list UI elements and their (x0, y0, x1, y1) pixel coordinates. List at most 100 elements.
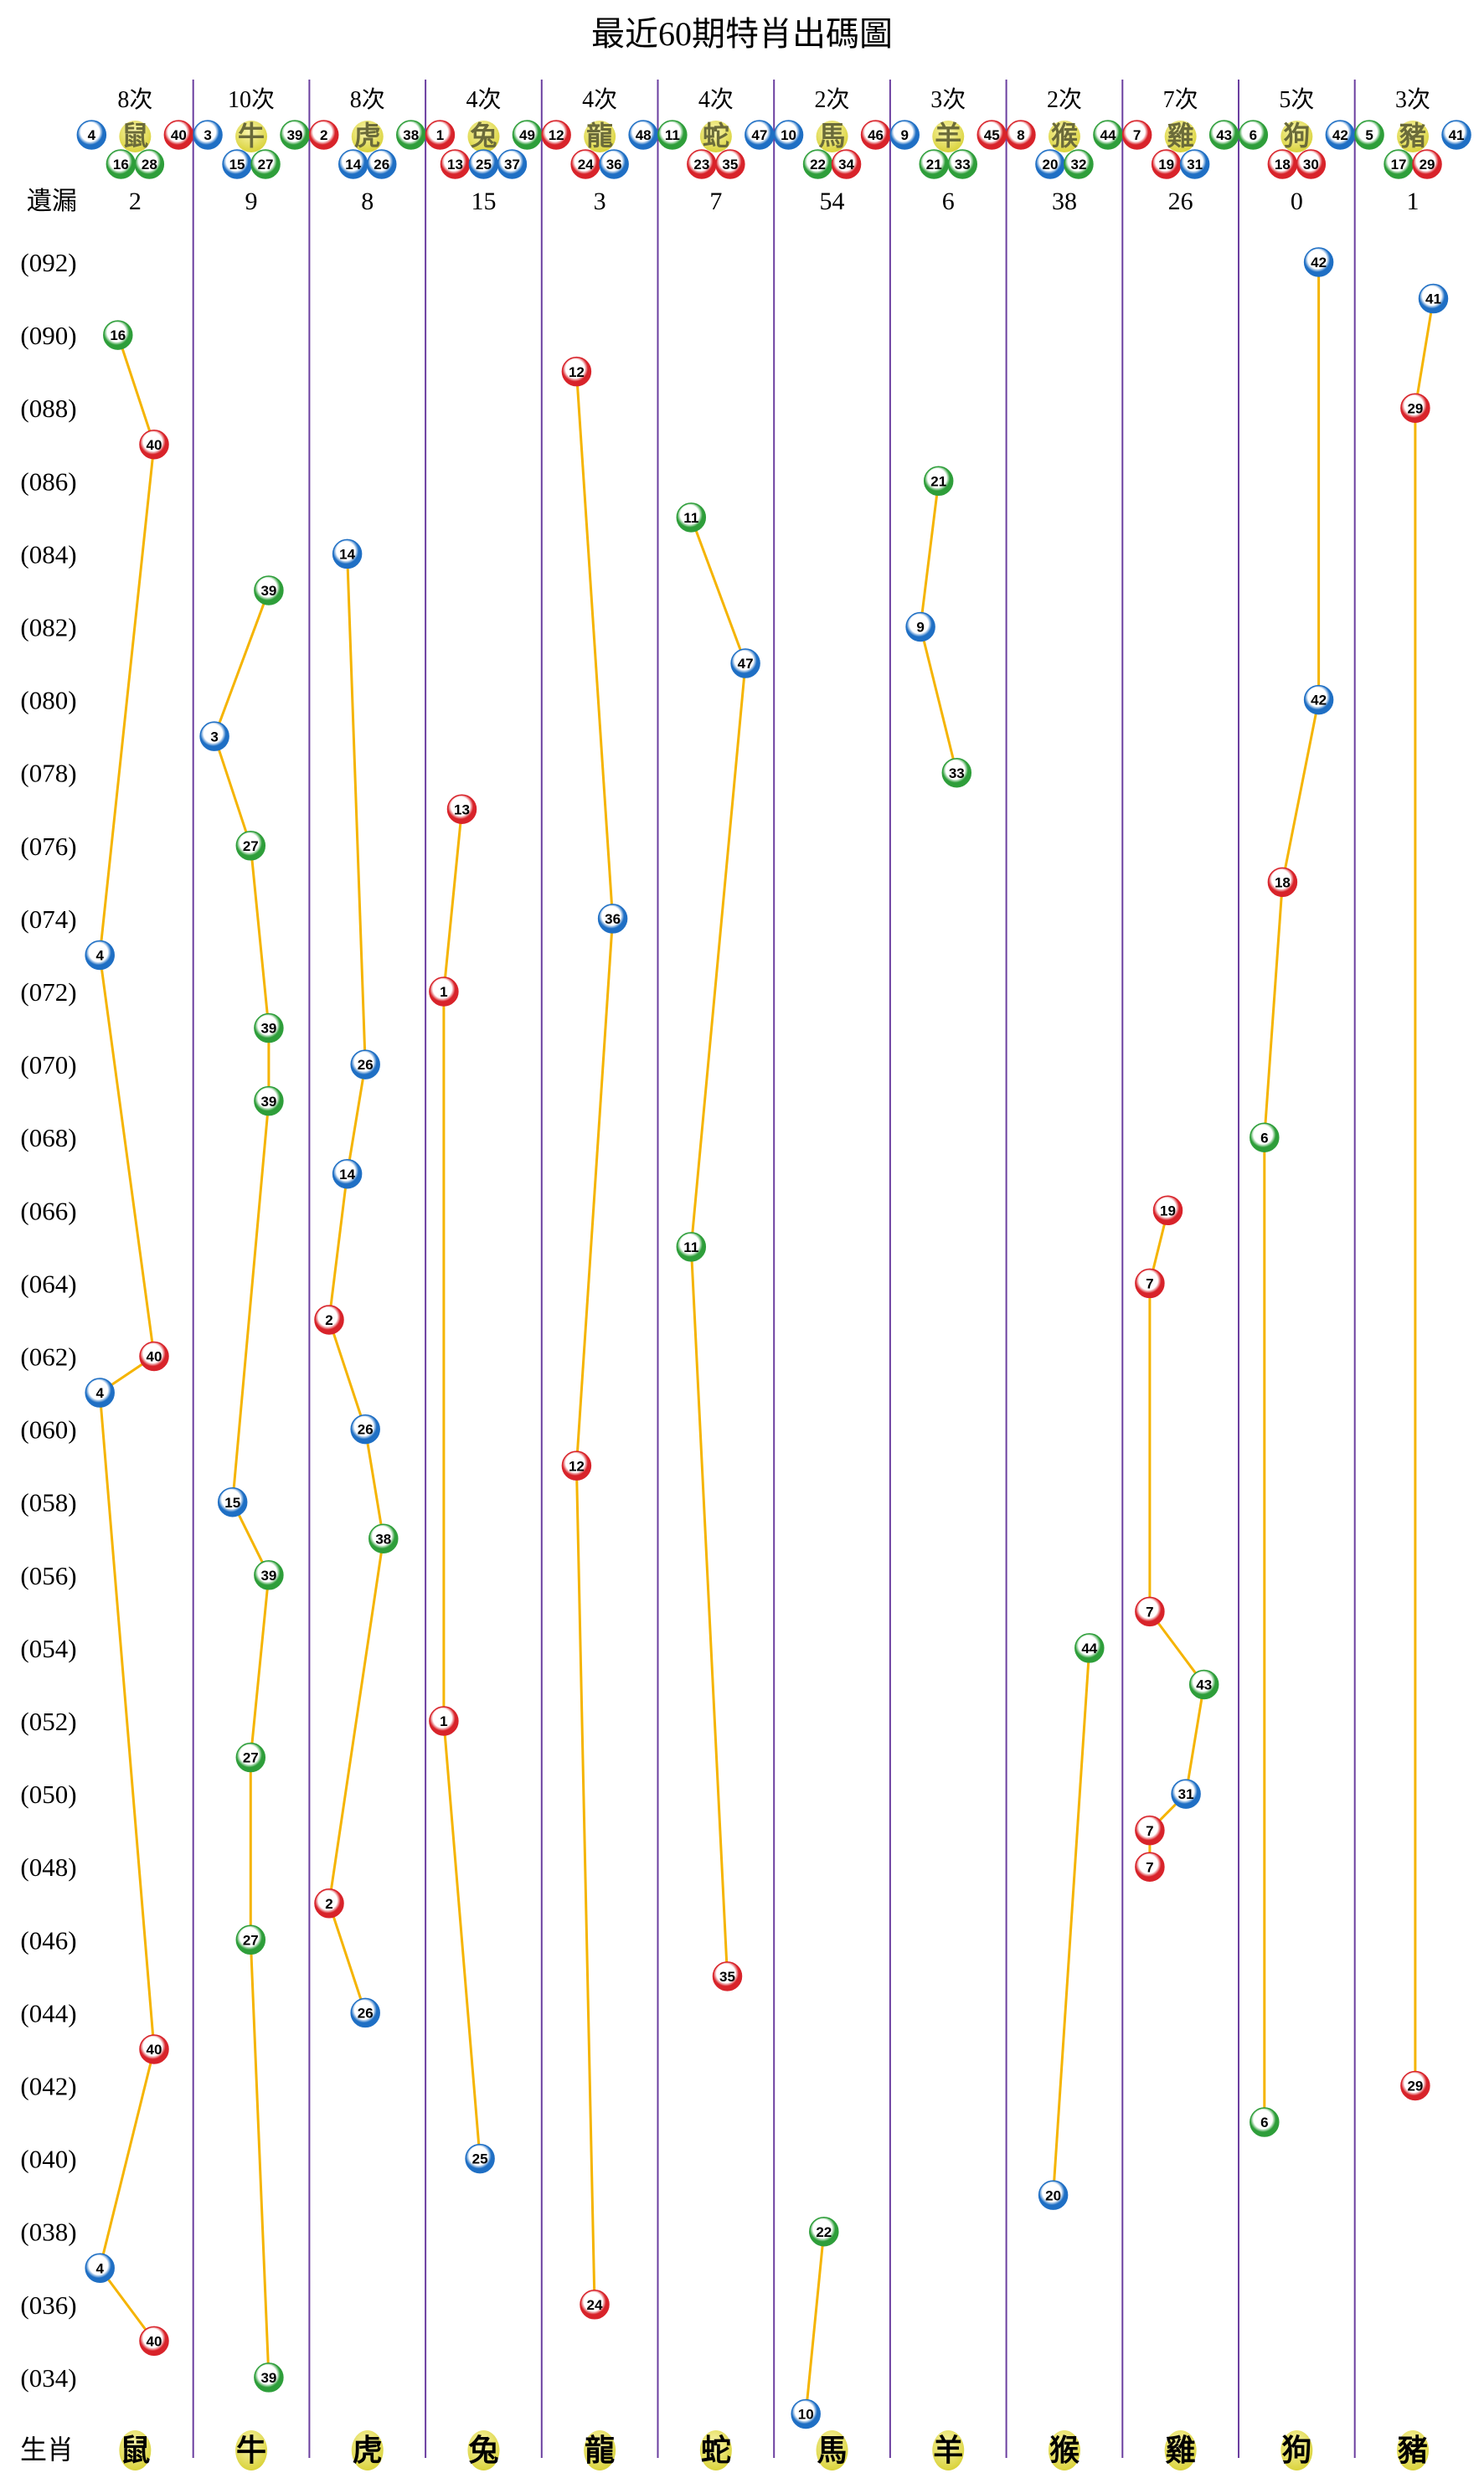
ball-number: 26 (358, 1422, 374, 1438)
ball-circle (1038, 2180, 1069, 2210)
connector-line (213, 590, 271, 737)
ball-number: 4 (95, 1385, 104, 1401)
connector-line (346, 554, 367, 1065)
period-label: (060) (20, 1415, 76, 1445)
ball-circle (235, 1924, 266, 1955)
ball-circle (350, 1049, 380, 1079)
header-number-ball: 4 (76, 120, 107, 150)
ball-circle (597, 904, 628, 934)
ball-number: 39 (260, 1568, 276, 1584)
zodiac-name: 鼠 (121, 121, 148, 151)
ball-circle (1303, 247, 1334, 277)
zodiac-footer-name: 猴 (1049, 2433, 1080, 2467)
ball-circle (1250, 1122, 1280, 1152)
period-label: (092) (20, 248, 76, 277)
draw-ball-041: 6 (1250, 2107, 1280, 2137)
draw-ball-047: 2 (314, 1888, 344, 1919)
draw-ball-067: 14 (332, 1159, 363, 1189)
draw-count: 4次 (466, 86, 501, 113)
ball-circle (199, 721, 229, 751)
connector-line (327, 1173, 349, 1321)
ball-number: 5 (1365, 127, 1373, 143)
ball-circle (350, 1414, 380, 1445)
ball-circle (1188, 1669, 1219, 1700)
header-number-ball: 26 (367, 149, 397, 179)
ball-circle (446, 794, 477, 824)
header-number-ball: 25 (468, 149, 499, 179)
ball-number: 44 (1100, 127, 1116, 143)
ball-number: 26 (358, 2006, 374, 2022)
connector-line (98, 444, 156, 956)
connector-line (116, 334, 156, 446)
zodiac-name: 蛇 (703, 121, 729, 151)
header-number-ball: 39 (280, 120, 310, 150)
ball-number: 35 (722, 157, 738, 173)
connector-line (213, 735, 252, 847)
draw-ball-081: 47 (730, 648, 760, 678)
zodiac-footer-name: 羊 (933, 2433, 963, 2467)
ball-circle (235, 1742, 266, 1773)
ball-number: 40 (147, 1349, 162, 1365)
ball-number: 26 (374, 157, 389, 173)
ball-number: 48 (636, 127, 652, 143)
ball-number: 4 (88, 127, 96, 143)
ball-circle (1171, 1779, 1201, 1809)
draw-ball-062: 40 (139, 1341, 169, 1372)
ball-circle (139, 430, 169, 460)
draw-ball-075: 18 (1267, 867, 1298, 898)
draw-ball-053: 43 (1188, 1669, 1219, 1700)
ball-circle (332, 1159, 363, 1189)
zodiac-footer-emblem (467, 2430, 500, 2470)
ball-number: 33 (949, 765, 965, 781)
ball-circle (1135, 1596, 1165, 1627)
header-number-ball: 36 (599, 149, 629, 179)
zodiac-footer-emblem (584, 2430, 616, 2470)
draw-ball-090: 16 (103, 320, 133, 350)
ball-number: 30 (1303, 157, 1319, 173)
ball-number: 44 (1081, 1641, 1097, 1656)
zodiac-header-7: 3次 9 45 羊 21 336 (889, 86, 1007, 215)
connector-line (1052, 1647, 1091, 2196)
ball-number: 7 (1146, 1859, 1153, 1875)
zodiac-footer-emblem (699, 2430, 732, 2470)
ball-number: 37 (504, 157, 520, 173)
connector-line (1263, 882, 1284, 1138)
zodiac-header-8: 2次 8 44 猴 20 32 38 (1006, 86, 1123, 215)
period-label: (052) (20, 1707, 76, 1736)
header-number-ball: 24 (570, 149, 600, 179)
omission-value: 15 (471, 188, 496, 215)
ball-number: 31 (1178, 1786, 1194, 1802)
draw-ball-073: 4 (85, 940, 115, 971)
header-number-ball: 18 (1267, 149, 1298, 179)
zodiac-name: 兔 (470, 121, 497, 151)
omission-label: 遺漏 (27, 188, 77, 215)
connector-line (1414, 298, 1435, 409)
connector-line (575, 918, 615, 1466)
zodiac-footer-emblem (119, 2430, 152, 2470)
ball-number: 12 (569, 1458, 585, 1474)
draw-ball-059: 12 (561, 1450, 592, 1481)
period-label: (062) (20, 1342, 76, 1372)
ball-number: 29 (1407, 400, 1423, 416)
draw-ball-064: 7 (1135, 1268, 1165, 1299)
header-number-ball: 27 (250, 149, 281, 179)
header-number-ball: 21 (919, 149, 949, 179)
omission-value: 1 (1407, 188, 1420, 215)
ball-circle (254, 1012, 284, 1043)
ball-number: 25 (472, 2151, 488, 2167)
connector-line (1184, 1684, 1206, 1795)
draw-ball-091: 41 (1418, 283, 1449, 314)
ball-number: 11 (683, 510, 698, 526)
period-label: (086) (20, 466, 76, 496)
ball-circle (1135, 1852, 1165, 1882)
omission-value: 2 (129, 188, 142, 215)
draw-ball-080: 42 (1303, 684, 1334, 715)
zodiac-name: 龍 (586, 121, 613, 151)
ball-circle (657, 120, 688, 150)
ball-circle (1074, 1633, 1105, 1663)
zodiac-header-11: 3次 5 41 豬 17 291 (1354, 86, 1471, 215)
draw-ball-051: 27 (235, 1742, 266, 1773)
connector-line (442, 1720, 482, 2159)
period-label: (038) (20, 2218, 76, 2247)
header-number-ball: 33 (947, 149, 977, 179)
